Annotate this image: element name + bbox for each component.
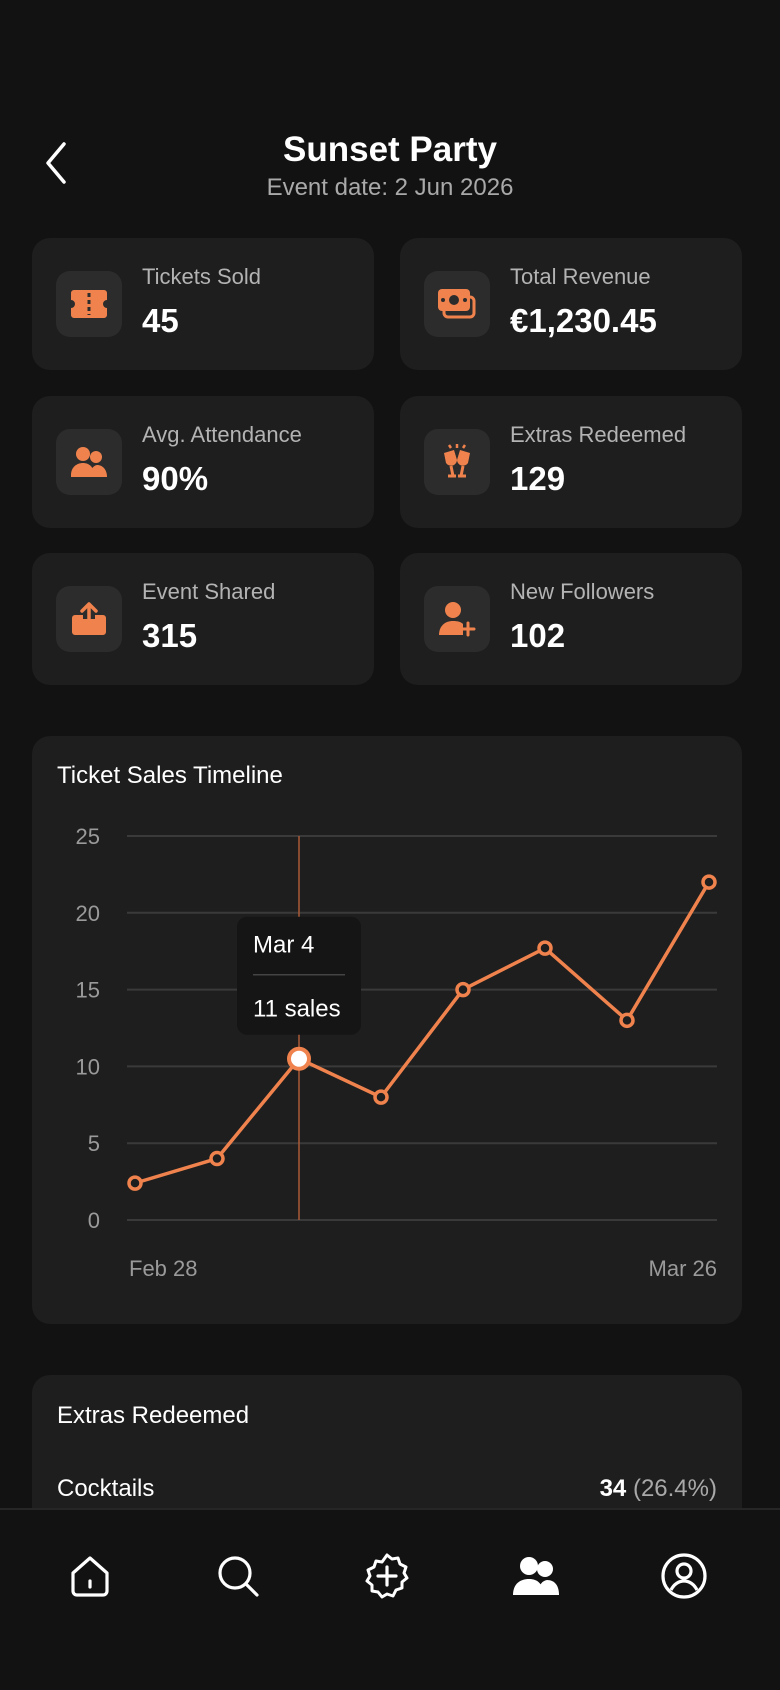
stat-card-tickets-sold: Tickets Sold 45 [32,238,374,370]
share-icon [56,586,122,652]
extra-percent: (26.4%) [632,1475,717,1502]
list-item[interactable]: Cocktails 34 (26.4%) [57,1475,717,1503]
money-icon [424,271,490,337]
chart-title: Ticket Sales Timeline [57,762,283,789]
community-icon[interactable] [506,1546,566,1606]
stat-value: 90% [142,460,209,497]
stat-card-new-followers: New Followers 102 [400,553,742,685]
data-point[interactable] [127,1175,143,1191]
page-title: Sunset Party [283,130,497,169]
ticket-sales-chart[interactable]: 0 5 10 15 20 25 Feb 28 Mar 26 Mar 4 11 sales [32,736,742,1324]
y-tick-label: 0 [88,1208,100,1233]
stat-value: 102 [510,617,566,654]
extra-count: 34 [599,1475,627,1502]
extra-amount: 34 (26.4%) [600,1475,717,1503]
y-tick-label: 25 [76,824,100,849]
x-tick-label: Mar 26 [649,1256,717,1281]
y-tick-label: 10 [76,1054,100,1079]
profile-icon[interactable] [654,1546,714,1606]
stat-label: Tickets Sold [142,264,262,289]
people-icon [56,429,122,495]
header: Sunset Party Event date: 2 Jun 2026 [0,120,780,210]
ticket-sales-chart-card: Ticket Sales Timeline 0 5 10 15 20 25 Feb 28 … [32,736,742,1324]
chart-tooltip: Mar 4 11 sales [237,916,361,1035]
extras-title: Extras Redeemed [57,1402,250,1429]
cheers-icon [424,429,490,495]
x-tick-label: Feb 28 [129,1256,198,1281]
ticket-icon [56,271,122,337]
extra-name: Cocktails [57,1475,155,1502]
add-icon[interactable] [357,1546,417,1606]
bottom-nav [0,1508,780,1690]
stat-label: Event Shared [142,579,276,604]
data-point[interactable] [209,1150,225,1167]
series-line [134,881,711,1185]
highlighted-data-point[interactable] [287,1046,311,1071]
stat-label: Total Revenue [510,264,651,289]
stat-card-avg-attendance: Avg. Attendance 90% [32,396,374,528]
tooltip-value: 11 sales [253,996,341,1023]
tooltip-date: Mar 4 [253,932,314,959]
stat-value: €1,230.45 [510,302,657,339]
stat-label: New Followers [510,579,655,604]
data-point[interactable] [619,1012,635,1029]
back-icon[interactable] [40,140,74,186]
stat-label: Extras Redeemed [510,422,687,447]
y-tick-label: 5 [88,1131,100,1156]
stat-card-event-shared: Event Shared 315 [32,553,374,685]
data-point[interactable] [701,874,717,890]
stat-value: 129 [510,460,566,497]
event-date: Event date: 2 Jun 2026 [266,174,514,201]
y-tick-label: 15 [76,978,100,1003]
search-icon[interactable] [208,1546,268,1606]
stat-label: Avg. Attendance [142,422,302,447]
stat-value: 315 [142,617,198,654]
add-user-icon [424,586,490,652]
y-tick-label: 20 [76,901,100,926]
stat-value: 45 [142,302,179,339]
home-icon[interactable] [60,1546,120,1606]
stat-card-extras-redeemed: Extras Redeemed 129 [400,396,742,528]
stat-card-total-revenue: Total Revenue €1,230.45 [400,238,742,370]
data-point[interactable] [537,940,553,956]
data-point[interactable] [373,1089,389,1105]
data-point[interactable] [455,981,471,998]
